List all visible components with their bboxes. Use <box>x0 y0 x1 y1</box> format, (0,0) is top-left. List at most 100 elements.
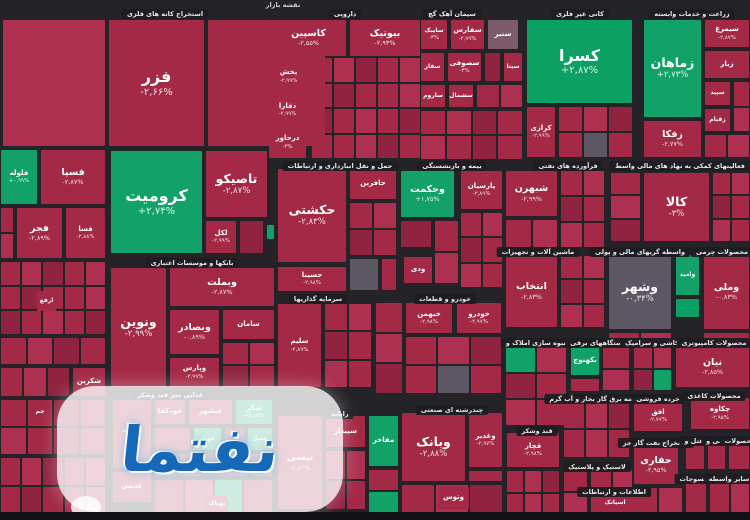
stock-tile-small[interactable] <box>400 134 420 158</box>
stock-tile-small[interactable] <box>249 343 274 364</box>
stock-tile-small[interactable] <box>609 107 632 131</box>
stock-tile[interactable]: حفاری -۲,۹۵% <box>634 446 678 484</box>
stock-tile-small[interactable] <box>325 332 347 359</box>
stock-tile-small[interactable] <box>22 286 42 310</box>
stock-tile-small[interactable] <box>729 443 749 469</box>
stock-tile[interactable]: ارفع <box>37 291 56 311</box>
stock-tile[interactable] <box>240 221 263 253</box>
stock-tile-small[interactable] <box>435 221 458 251</box>
stock-tile-small[interactable] <box>477 85 499 107</box>
stock-tile-small[interactable] <box>506 400 535 425</box>
stock-tile-small[interactable] <box>653 347 671 368</box>
stock-tile[interactable]: بیوتیک -۲,۹۳% <box>350 20 420 56</box>
stock-tile[interactable]: وغدیر -۲,۹۷% <box>469 413 502 467</box>
stock-tile[interactable] <box>3 20 105 146</box>
stock-tile-small[interactable] <box>713 173 730 195</box>
stock-tile-small[interactable] <box>732 196 749 218</box>
stock-tile[interactable]: پخش -۲,۹۹% <box>269 60 308 93</box>
stock-tile-small[interactable] <box>561 223 582 247</box>
stock-tile-small[interactable] <box>583 171 604 195</box>
stock-tile-small[interactable] <box>470 485 502 513</box>
stock-tile-small[interactable] <box>561 171 582 195</box>
stock-tile-small[interactable] <box>1 311 21 334</box>
stock-tile-small[interactable] <box>43 311 63 334</box>
stock-tile-small[interactable] <box>730 481 749 512</box>
stock-tile-small[interactable] <box>734 82 749 106</box>
stock-tile-small[interactable] <box>609 133 632 157</box>
stock-tile-small[interactable] <box>561 197 582 221</box>
stock-tile[interactable]: سفارس -۲,۹۹% <box>451 20 484 49</box>
stock-tile[interactable]: لکل -۲,۹۹% <box>206 221 236 253</box>
stock-tile-small[interactable] <box>586 401 607 428</box>
stock-tile[interactable]: کرومیت +۲,۷۴% <box>111 151 202 253</box>
stock-tile-small[interactable] <box>376 333 402 363</box>
stock-tile-small[interactable] <box>507 493 523 514</box>
stock-tile-small[interactable] <box>704 333 749 342</box>
stock-tile-small[interactable] <box>611 173 640 195</box>
stock-tile-small[interactable] <box>583 280 604 303</box>
stock-tile-small[interactable] <box>334 58 354 82</box>
stock-tile-small[interactable] <box>43 487 63 514</box>
stock-tile-small[interactable] <box>421 111 445 134</box>
stock-tile-small[interactable] <box>349 304 371 331</box>
stock-tile-small[interactable] <box>334 83 354 107</box>
stock-tile[interactable]: پارسیان -۲,۸۹% <box>461 171 502 209</box>
stock-tile[interactable]: سیمرغ -۲,۸۷% <box>705 20 749 47</box>
stock-tile-small[interactable] <box>686 443 704 469</box>
stock-tile-small[interactable] <box>686 481 706 512</box>
stock-tile-small[interactable] <box>346 451 365 479</box>
stock-tile-small[interactable] <box>334 134 354 158</box>
stock-tile[interactable]: وشهر -۰,۳۴% <box>609 255 671 329</box>
stock-tile-small[interactable] <box>583 256 604 279</box>
stock-tile[interactable] <box>350 259 378 290</box>
stock-tile[interactable]: کسرا +۲,۸۷% <box>527 20 632 103</box>
stock-tile-small[interactable] <box>325 360 347 387</box>
stock-tile-small[interactable] <box>525 471 541 492</box>
stock-tile-small[interactable] <box>482 263 502 287</box>
stock-tile[interactable]: ونوین -۲,۹۹% <box>111 268 166 387</box>
stock-tile-small[interactable] <box>461 213 481 237</box>
stock-tile-small[interactable] <box>532 220 557 247</box>
stock-tile[interactable] <box>485 53 500 81</box>
stock-tile-small[interactable] <box>525 493 541 514</box>
stock-tile-small[interactable] <box>382 259 396 290</box>
stock-tile-small[interactable] <box>374 203 396 228</box>
stock-tile[interactable]: سنیر <box>488 20 518 49</box>
stock-tile-small[interactable] <box>506 373 535 399</box>
stock-tile-small[interactable] <box>564 470 587 491</box>
stock-tile[interactable]: زبار <box>705 51 749 78</box>
stock-tile-small[interactable] <box>1 338 26 364</box>
stock-tile-small[interactable] <box>583 223 604 247</box>
stock-tile-small[interactable] <box>641 333 671 342</box>
stock-tile-small[interactable] <box>356 134 376 158</box>
stock-tile-small[interactable] <box>223 366 248 387</box>
stock-tile-small[interactable] <box>22 311 42 334</box>
stock-tile[interactable]: وبانک -۲,۸۸% <box>402 413 465 481</box>
stock-tile[interactable]: فزر -۲,۶۶% <box>109 20 204 146</box>
stock-tile[interactable]: فلوله +۰,۹۹% <box>1 150 37 204</box>
stock-tile-small[interactable] <box>564 493 587 514</box>
stock-tile[interactable]: کرازی -۲,۹۹% <box>527 107 555 157</box>
stock-tile-small[interactable] <box>334 109 354 133</box>
stock-tile[interactable]: سیتا <box>504 53 522 81</box>
stock-tile-small[interactable] <box>27 338 52 364</box>
stock-tile[interactable]: انتخاب -۲,۸۳% <box>506 256 557 327</box>
stock-tile-small[interactable] <box>22 487 42 514</box>
stock-tile-small[interactable] <box>713 219 730 241</box>
stock-tile-small[interactable] <box>400 83 420 107</box>
stock-tile-small[interactable] <box>64 311 84 334</box>
stock-tile-small[interactable] <box>406 337 437 364</box>
stock-tile-small[interactable] <box>356 109 376 133</box>
stock-tile[interactable]: سپید <box>705 82 730 105</box>
stock-tile[interactable]: سلیم -۲,۸۹% <box>278 304 321 387</box>
stock-tile-small[interactable] <box>378 134 398 158</box>
stock-tile-small[interactable] <box>591 470 611 490</box>
stock-tile-small[interactable] <box>561 280 582 303</box>
stock-tile-small[interactable] <box>500 85 522 107</box>
stock-tile-small[interactable] <box>400 58 420 82</box>
stock-tile-small[interactable] <box>85 311 105 334</box>
stock-tile[interactable]: اسیاتک <box>591 495 639 512</box>
stock-tile-small[interactable] <box>1 400 26 426</box>
stock-tile-small[interactable] <box>1 286 21 310</box>
stock-tile-small[interactable] <box>710 481 729 512</box>
